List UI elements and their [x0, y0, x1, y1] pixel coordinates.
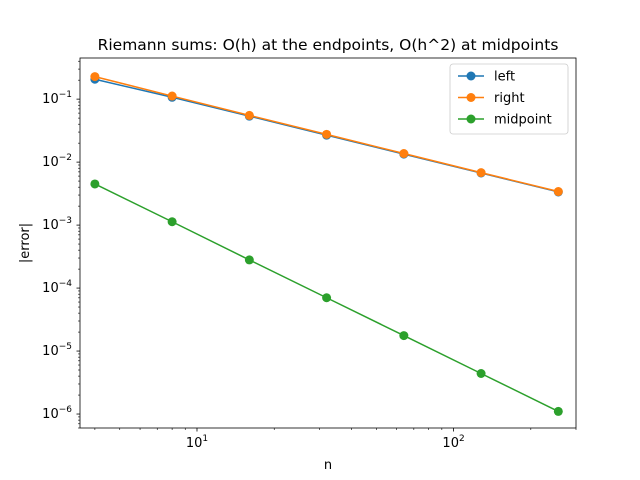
plot-frame — [79, 57, 577, 429]
y-axis-ticks: 10−1 10−2 10−3 10−4 10−5 10−6 — [42, 60, 80, 429]
x-tick-label: 101 — [186, 434, 208, 451]
data-point-midpoint — [399, 331, 409, 341]
data-point-right — [476, 168, 486, 178]
data-point-right — [322, 129, 332, 139]
legend-label-left: left — [494, 70, 515, 85]
data-point-right — [167, 91, 177, 101]
data-point-midpoint — [322, 293, 332, 303]
data-point-right — [399, 149, 409, 159]
data-point-right — [90, 72, 100, 82]
legend-label-right: right — [494, 91, 525, 106]
legend-marker-left — [466, 71, 476, 81]
y-tick-label: 10−6 — [42, 405, 72, 422]
legend-marker-right — [466, 93, 476, 102]
y-tick-label: 10−3 — [42, 216, 72, 233]
legend-box — [449, 63, 569, 135]
data-point-midpoint — [90, 179, 100, 189]
data-point-midpoint — [244, 255, 254, 265]
legend-item-right: right — [458, 91, 525, 106]
legend-item-left: left — [458, 70, 515, 85]
y-tick-label: 10−2 — [42, 153, 72, 170]
series-midpoint — [90, 179, 563, 416]
legend: left right midpoint — [449, 63, 569, 135]
y-tick-label: 10−4 — [42, 279, 72, 296]
data-point-midpoint — [476, 369, 486, 379]
y-tick-label: 10−1 — [42, 90, 72, 107]
x-axis-label: n — [324, 458, 332, 473]
series-right — [90, 72, 563, 197]
x-tick-label: 102 — [442, 434, 464, 451]
data-point-right — [553, 187, 563, 197]
data-point-midpoint — [167, 217, 177, 227]
series-layer — [90, 72, 563, 416]
y-axis-label: |error| — [18, 223, 33, 263]
legend-item-midpoint: midpoint — [458, 113, 552, 128]
data-point-midpoint — [553, 406, 563, 416]
data-point-right — [244, 110, 254, 120]
legend-marker-midpoint — [466, 114, 476, 124]
x-axis-ticks: 101 102 — [94, 428, 577, 451]
y-tick-label: 10−5 — [42, 342, 72, 359]
chart-title: Riemann sums: O(h) at the endpoints, O(h… — [98, 36, 559, 54]
legend-label-midpoint: midpoint — [494, 113, 552, 128]
